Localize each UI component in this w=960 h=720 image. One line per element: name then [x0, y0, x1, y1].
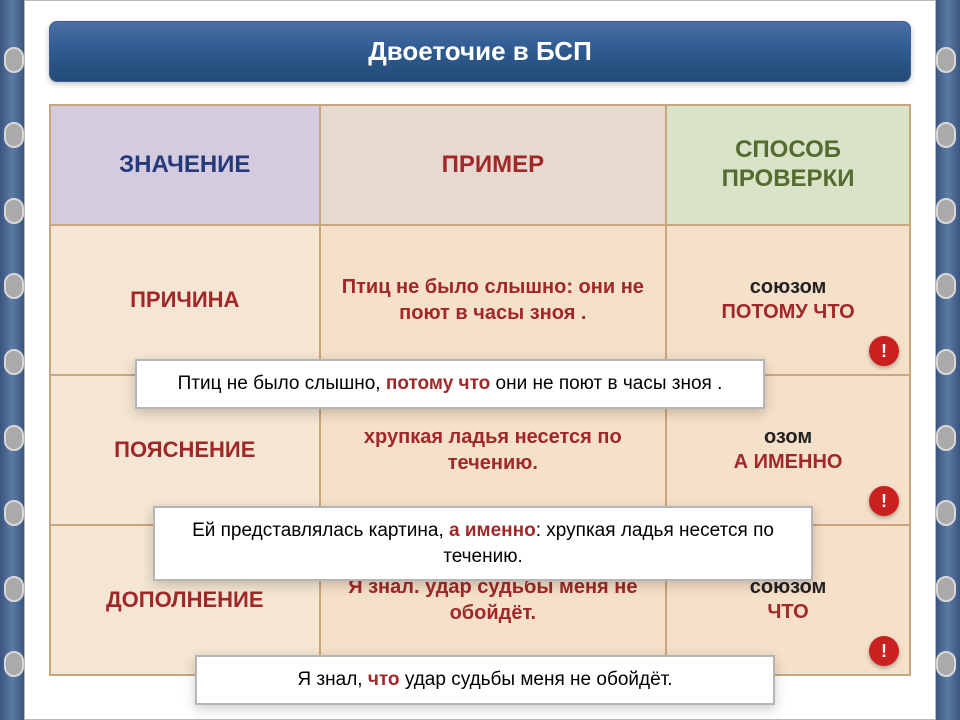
page: Двоеточие в БСП ЗНАЧЕНИЕ ПРИМЕР СПОСОБ П…: [24, 0, 936, 720]
alert-badge[interactable]: !: [869, 636, 899, 666]
popup-explanation: Ей представлялась картина, а именно: хру…: [153, 506, 813, 581]
header-check: СПОСОБ ПРОВЕРКИ: [666, 105, 910, 225]
popup-highlight: а именно: [449, 520, 536, 541]
popup-text-pre: Птиц не было слышно,: [178, 373, 386, 394]
popup-addition: Я знал, что удар судьбы меня не обойдёт.: [195, 655, 775, 705]
popup-highlight: потому что: [386, 373, 490, 394]
check-reason: союзом ПОТОМУ ЧТО !: [666, 225, 910, 375]
popup-reason: Птиц не было слышно, потому что они не п…: [135, 359, 765, 409]
row-label-reason: ПРИЧИНА: [50, 225, 320, 375]
left-binding: [0, 0, 24, 720]
check-word: озом: [764, 426, 812, 449]
alert-badge[interactable]: !: [869, 336, 899, 366]
header-example: ПРИМЕР: [320, 105, 667, 225]
title-bar: Двоеточие в БСП: [49, 21, 911, 82]
popup-text-pre: Ей представлялась картина,: [192, 520, 449, 541]
right-binding: [936, 0, 960, 720]
check-union: ЧТО: [767, 601, 808, 624]
popup-text-post: удар судьбы меня не обойдёт.: [400, 669, 673, 690]
header-meaning: ЗНАЧЕНИЕ: [50, 105, 320, 225]
check-union: ПОТОМУ ЧТО: [721, 301, 854, 324]
popup-highlight: что: [368, 669, 400, 690]
check-word: союзом: [750, 276, 827, 299]
popup-text-post: они не поют в часы зноя .: [490, 373, 722, 394]
example-reason: Птиц не было слышно: они не поют в часы …: [320, 225, 667, 375]
check-union: А ИМЕННО: [734, 451, 843, 474]
popup-text-pre: Я знал,: [297, 669, 367, 690]
alert-badge[interactable]: !: [869, 486, 899, 516]
